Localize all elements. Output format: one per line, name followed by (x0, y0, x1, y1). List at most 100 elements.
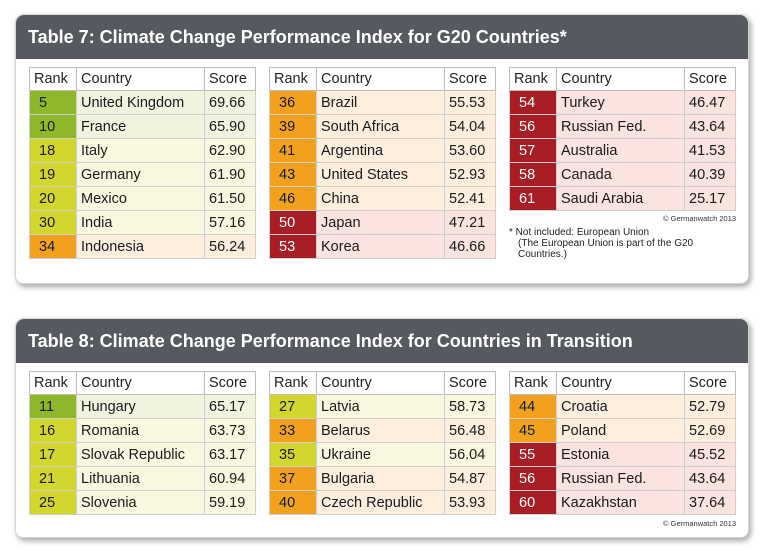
country-cell: Brazil (316, 90, 445, 115)
country-cell: Australia (556, 138, 685, 163)
score-cell: 40.39 (684, 162, 736, 187)
score-cell: 52.41 (444, 186, 496, 211)
rank-header: Rank (269, 67, 317, 91)
score-cell: 61.50 (204, 186, 256, 211)
table-row: 43 United States 52.93 (269, 162, 496, 187)
table7-footnote: * Not included: European Union (The Euro… (509, 227, 693, 260)
rank-cell: 21 (29, 466, 77, 491)
score-cell: 52.79 (684, 394, 736, 419)
country-cell: Hungary (76, 394, 205, 419)
table-row: 61 Saudi Arabia 25.17 (509, 186, 736, 211)
table-row: 30 India 57.16 (29, 210, 256, 235)
score-cell: 63.73 (204, 418, 256, 443)
rank-cell: 56 (509, 466, 557, 491)
table-row: 53 Korea 46.66 (269, 234, 496, 259)
table-row: 33 Belarus 56.48 (269, 418, 496, 443)
country-header: Country (316, 67, 445, 91)
rank-cell: 57 (509, 138, 557, 163)
score-cell: 43.64 (684, 114, 736, 139)
rank-cell: 36 (269, 90, 317, 115)
score-cell: 52.93 (444, 162, 496, 187)
rank-cell: 45 (509, 418, 557, 443)
country-cell: France (76, 114, 205, 139)
rank-cell: 46 (269, 186, 317, 211)
rank-header: Rank (269, 371, 317, 395)
country-cell: Bulgaria (316, 466, 445, 491)
table-row: 20 Mexico 61.50 (29, 186, 256, 211)
score-header: Score (684, 371, 736, 395)
country-cell: Argentina (316, 138, 445, 163)
rank-cell: 50 (269, 210, 317, 235)
rank-cell: 60 (509, 490, 557, 515)
score-cell: 45.52 (684, 442, 736, 467)
rank-cell: 41 (269, 138, 317, 163)
score-cell: 56.04 (444, 442, 496, 467)
score-cell: 41.53 (684, 138, 736, 163)
score-cell: 56.24 (204, 234, 256, 259)
country-cell: Ukraine (316, 442, 445, 467)
table-row: 27 Latvia 58.73 (269, 394, 496, 419)
country-cell: United Kingdom (76, 90, 205, 115)
country-header: Country (76, 371, 205, 395)
table-row: 16 Romania 63.73 (29, 418, 256, 443)
country-header: Country (76, 67, 205, 91)
score-cell: 55.53 (444, 90, 496, 115)
rank-cell: 43 (269, 162, 317, 187)
score-cell: 65.17 (204, 394, 256, 419)
rank-header: Rank (509, 67, 557, 91)
country-header: Country (316, 371, 445, 395)
rank-cell: 16 (29, 418, 77, 443)
score-cell: 53.93 (444, 490, 496, 515)
country-cell: India (76, 210, 205, 235)
score-cell: 43.64 (684, 466, 736, 491)
country-cell: Mexico (76, 186, 205, 211)
rank-cell: 33 (269, 418, 317, 443)
score-cell: 46.66 (444, 234, 496, 259)
country-cell: United States (316, 162, 445, 187)
rank-cell: 58 (509, 162, 557, 187)
table-row: 21 Lithuania 60.94 (29, 466, 256, 491)
rank-cell: 56 (509, 114, 557, 139)
table-row: 34 Indonesia 56.24 (29, 234, 256, 259)
rank-cell: 18 (29, 138, 77, 163)
score-header: Score (684, 67, 736, 91)
country-cell: Korea (316, 234, 445, 259)
rank-cell: 40 (269, 490, 317, 515)
table-row: 56 Russian Fed. 43.64 (509, 466, 736, 491)
table-row: 10 France 65.90 (29, 114, 256, 139)
score-cell: 60.94 (204, 466, 256, 491)
country-cell: Canada (556, 162, 685, 187)
score-cell: 37.64 (684, 490, 736, 515)
table-row: 17 Slovak Republic 63.17 (29, 442, 256, 467)
score-cell: 46.47 (684, 90, 736, 115)
table8-col2: Rank Country Score 27 Latvia 58.73 33 Belaru… (269, 371, 496, 515)
rank-cell: 35 (269, 442, 317, 467)
table7-col3: Rank Country Score 54 Turkey 46.47 56 Russia… (509, 67, 736, 211)
country-cell: Russian Fed. (556, 114, 685, 139)
country-cell: Saudi Arabia (556, 186, 685, 211)
rank-cell: 39 (269, 114, 317, 139)
table-row: 57 Australia 41.53 (509, 138, 736, 163)
table-row: 55 Estonia 45.52 (509, 442, 736, 467)
table7-title: Table 7: Climate Change Performance Inde… (16, 15, 748, 59)
table-row: 39 South Africa 54.04 (269, 114, 496, 139)
country-cell: Kazakhstan (556, 490, 685, 515)
score-cell: 65.90 (204, 114, 256, 139)
score-cell: 61.90 (204, 162, 256, 187)
rank-cell: 27 (269, 394, 317, 419)
table8-col3: Rank Country Score 44 Croatia 52.79 45 Polan… (509, 371, 736, 515)
rank-cell: 17 (29, 442, 77, 467)
rank-cell: 10 (29, 114, 77, 139)
table-row: 60 Kazakhstan 37.64 (509, 490, 736, 515)
table7-copyright: © Germanwatch 2013 (663, 214, 737, 223)
country-cell: China (316, 186, 445, 211)
rank-cell: 37 (269, 466, 317, 491)
table-row: 50 Japan 47.21 (269, 210, 496, 235)
country-cell: Latvia (316, 394, 445, 419)
country-header: Country (556, 67, 685, 91)
rank-header: Rank (29, 67, 77, 91)
country-cell: Germany (76, 162, 205, 187)
score-cell: 69.66 (204, 90, 256, 115)
table-row: 11 Hungary 65.17 (29, 394, 256, 419)
country-cell: Croatia (556, 394, 685, 419)
